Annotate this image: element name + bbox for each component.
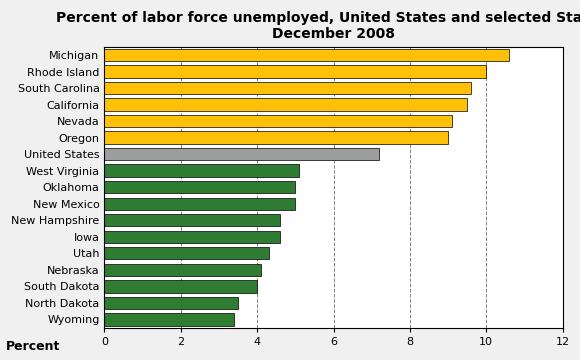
Bar <box>104 165 299 177</box>
Bar <box>104 313 234 325</box>
Bar <box>104 198 295 210</box>
Bar <box>104 247 269 260</box>
Bar <box>104 66 486 78</box>
Bar <box>104 230 280 243</box>
Bar <box>104 280 257 292</box>
Bar <box>104 297 238 309</box>
Bar <box>104 181 295 193</box>
Text: Percent: Percent <box>6 340 60 353</box>
Bar <box>104 82 471 94</box>
Bar <box>104 131 448 144</box>
Bar <box>104 115 452 127</box>
Bar <box>104 264 261 276</box>
Bar <box>104 98 467 111</box>
Bar <box>104 148 379 160</box>
Bar <box>104 49 509 61</box>
Bar <box>104 214 280 226</box>
Title: Percent of labor force unemployed, United States and selected States,
December 2: Percent of labor force unemployed, Unite… <box>56 11 580 41</box>
